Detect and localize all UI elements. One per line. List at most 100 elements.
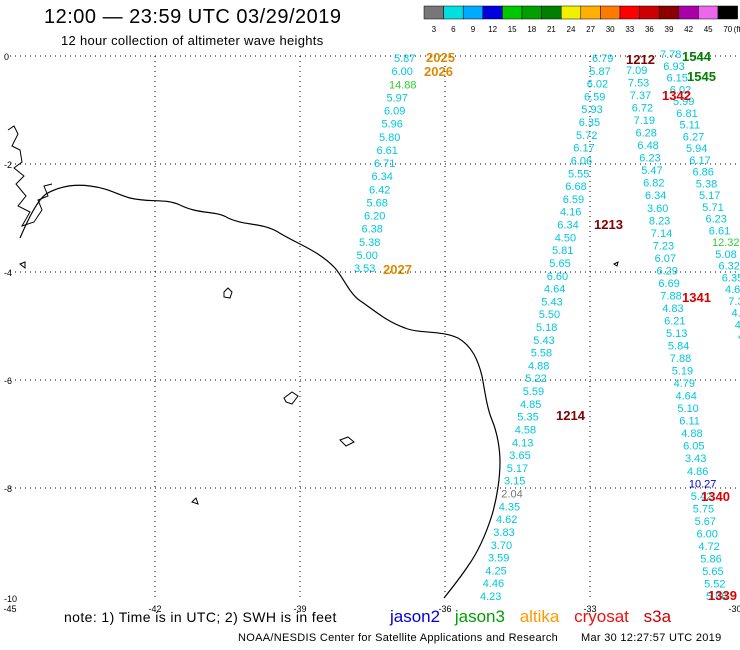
swh-value-altika-2025: 3.53: [354, 263, 375, 275]
swh-value-cryosat-1342: 6.11: [679, 416, 700, 428]
swh-value-cryosat-1342: 5.65: [702, 566, 723, 578]
swh-value-cryosat-1342: 4.79: [674, 378, 695, 390]
swh-value-s3a-1212: 4.46: [483, 578, 504, 590]
pass-label-1342: 1342: [662, 88, 691, 103]
swh-value-s3a-1212: 6.79: [592, 53, 613, 65]
altimeter-tracks: 5.876.0014.885.976.095.965.806.616.716.3…: [354, 49, 740, 603]
swh-value-jason3-east: 5.71: [702, 202, 723, 214]
colorbar-tick-label: 39: [665, 25, 674, 34]
swh-value-cryosat-1342: 6.82: [643, 178, 664, 190]
credit-text: NOAA/NESDIS Center for Satellite Applica…: [238, 632, 559, 644]
latitude-labels: 0 -2 -4 -6 -8 -10: [4, 52, 17, 604]
swh-value-s3a-1212: 3.59: [488, 553, 509, 565]
swh-value-cryosat-1342: 7.53: [628, 78, 649, 90]
swh-value-s3a-1212: 5.58: [531, 348, 552, 360]
note-text: note: 1) Time is in UTC; 2) SWH is in fe…: [64, 609, 337, 625]
colorbar-swatch: [482, 5, 503, 20]
swh-value-altika-2025: 5.87: [394, 53, 415, 65]
island-ne-bay: [7, 125, 53, 227]
colorbar-swatch: [619, 5, 640, 20]
colorbar-tick-label: 33: [625, 25, 634, 34]
colorbar-swatch: [443, 5, 464, 20]
pass-label-1213: 1213: [594, 217, 623, 232]
swh-value-s3a-1212: 3.83: [493, 527, 514, 539]
swh-value-s3a-1212: 4.13: [512, 437, 533, 449]
pass-label-1545: 1545: [687, 69, 716, 84]
swh-value-s3a-1212: 5.59: [523, 386, 544, 398]
swh-value-s3a-1212: 5.43: [533, 335, 554, 347]
swh-value-cryosat-1342: 5.84: [668, 341, 689, 353]
swh-value-s3a-1212: 5.50: [539, 309, 560, 321]
swh-value-cryosat-1342: 8.23: [649, 215, 670, 227]
swh-value-s3a-1212: 5.87: [589, 66, 610, 78]
lat-tick-label: -2: [4, 160, 12, 170]
swh-value-jason3-east: 5.38: [696, 178, 717, 190]
colorbar-swatch: [423, 5, 444, 20]
swh-value-cryosat-1342: 7.23: [653, 240, 674, 252]
swh-value-cryosat-1342: 3.60: [647, 203, 668, 215]
swh-value-s3a-1212: 6.68: [565, 181, 586, 193]
colorbar-swatch: [462, 5, 484, 20]
colorbar-swatch: [658, 5, 680, 20]
island-5: [19, 261, 26, 270]
swh-value-s3a-1212: 3.15: [504, 476, 525, 488]
pass-label-1339: 1339: [708, 588, 737, 603]
colorbar-swatch: [541, 5, 562, 20]
islands: [7, 125, 619, 505]
swh-value-jason3-east: 6.02: [670, 84, 691, 96]
swh-value-cryosat-1342: 5.19: [672, 366, 693, 378]
swh-value-s3a-1212: 5.18: [536, 322, 557, 334]
swh-value-s3a-1212: 5.93: [581, 104, 602, 116]
colorbar-swatch: [698, 5, 719, 20]
lon-tick-label: -33: [583, 604, 596, 614]
swh-value-s3a-1212: 6.35: [579, 117, 600, 129]
swh-value-altika-2025: 5.00: [357, 250, 378, 262]
colorbar-tick-label: 36: [645, 25, 654, 34]
swh-value-altika-2025: 6.09: [384, 106, 405, 118]
lon-tick-label: -42: [148, 604, 161, 614]
colorbar-tick-label: 18: [527, 25, 536, 34]
swh-value-s3a-1212: 5.22: [525, 373, 546, 385]
swh-value-s3a-1212: 4.85: [520, 399, 541, 411]
swh-value-altika-2025: 6.42: [369, 184, 390, 196]
colorbar-swatch: [580, 5, 601, 20]
colorbar-swatch: [639, 5, 660, 20]
colorbar-tick-label: 12: [488, 25, 497, 34]
swh-value-cryosat-1342: 5.75: [693, 503, 714, 515]
swh-value-jason3-east: 5.11: [680, 120, 701, 132]
map-grid: [10, 55, 738, 598]
swh-value-s3a-1212: 6.59: [563, 194, 584, 206]
island-2: [283, 391, 299, 405]
pass-label-1212: 1212: [626, 52, 655, 67]
swh-value-jason3-east: 6.86: [693, 167, 714, 179]
swh-value-cryosat-1342: 6.28: [636, 128, 657, 140]
pass-label-1340: 1340: [701, 489, 730, 504]
colorbar-tick-label: 15: [508, 25, 517, 34]
swh-value-cryosat-1342: 5.67: [695, 516, 716, 528]
swh-value-s3a-1212: 4.16: [560, 207, 581, 219]
colorbar-tick-label: 3: [432, 25, 437, 34]
swh-value-cryosat-1342: 4.72: [698, 541, 719, 553]
colorbar-tick-label: 30: [606, 25, 615, 34]
lat-tick-label: -10: [4, 594, 17, 604]
pass-label-1544: 1544: [682, 49, 712, 64]
lat-tick-label: -4: [4, 268, 12, 278]
swh-value-jason3-east: 6.17: [689, 155, 710, 167]
colorbar-tick-label: 21: [547, 25, 556, 34]
swh-value-s3a-1212: 5.43: [541, 296, 562, 308]
swh-value-s3a-1212: 6.60: [547, 271, 568, 283]
swh-value-cryosat-1342: 6.00: [697, 528, 718, 540]
lon-tick-label: -30: [728, 604, 740, 614]
swh-value-jason3-east: 6.35: [722, 272, 740, 284]
swh-value-cryosat-1342: 7.19: [634, 115, 655, 127]
swh-value-cryosat-1342: 4.64: [676, 391, 697, 403]
swh-value-jason3-east: 5.08: [715, 249, 736, 261]
pass-label-2025: 2025: [426, 50, 455, 65]
legend-s3a: s3a: [643, 607, 672, 626]
swh-value-jason3-east: 7.78: [660, 49, 681, 61]
swh-value-s3a-1212: 5.17: [507, 463, 528, 475]
swh-value-s3a-1212: 6.06: [571, 156, 592, 168]
swh-value-jason3-east: 4.: [735, 319, 740, 331]
lon-tick-label: -39: [293, 604, 306, 614]
